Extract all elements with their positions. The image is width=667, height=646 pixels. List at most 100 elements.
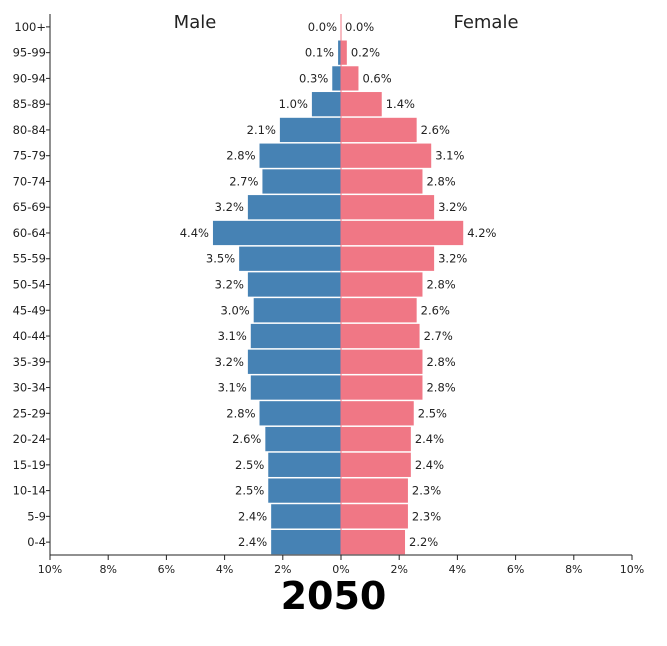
male-bar-20-24	[265, 426, 341, 452]
female-value-label-45-49: 2.6%	[421, 303, 450, 317]
male-title: Male	[174, 12, 217, 33]
male-value-label-0-4: 2.4%	[238, 535, 267, 549]
year-title: 2050	[280, 574, 387, 618]
age-label-15-19: 15-19	[13, 458, 46, 472]
x-tick-label: 0%	[332, 563, 349, 576]
male-bar-35-39	[247, 349, 341, 374]
female-bar-95-99	[341, 40, 347, 65]
female-value-label-60-64: 4.2%	[467, 226, 496, 240]
female-bar-65-69	[341, 195, 435, 220]
male-value-label-40-44: 3.1%	[218, 329, 247, 343]
male-value-label-50-54: 3.2%	[215, 278, 244, 292]
female-bar-45-49	[341, 298, 417, 323]
female-value-label-100+: 0.0%	[345, 20, 374, 34]
male-value-label-35-39: 3.2%	[215, 355, 244, 369]
female-value-label-95-99: 0.2%	[351, 46, 380, 60]
female-bar-0-4	[341, 529, 406, 555]
female-value-label-20-24: 2.4%	[415, 432, 444, 446]
age-label-95-99: 95-99	[13, 46, 46, 60]
age-label-45-49: 45-49	[13, 303, 46, 317]
age-label-10-14: 10-14	[13, 484, 46, 498]
x-tick-label: 8%	[99, 563, 116, 576]
male-value-label-55-59: 3.5%	[206, 252, 235, 266]
female-bar-70-74	[341, 169, 423, 194]
male-value-label-15-19: 2.5%	[235, 458, 264, 472]
male-value-label-5-9: 2.4%	[238, 509, 267, 523]
female-value-label-55-59: 3.2%	[438, 252, 467, 266]
male-value-label-30-34: 3.1%	[218, 381, 247, 395]
age-label-35-39: 35-39	[13, 355, 46, 369]
male-bar-25-29	[259, 401, 341, 426]
female-value-label-40-44: 2.7%	[424, 329, 453, 343]
male-bar-50-54	[247, 272, 341, 297]
male-value-label-85-89: 1.0%	[279, 97, 308, 111]
male-value-label-20-24: 2.6%	[232, 432, 261, 446]
male-bar-80-84	[279, 117, 341, 143]
female-value-label-5-9: 2.3%	[412, 509, 441, 523]
female-value-label-50-54: 2.8%	[426, 278, 455, 292]
female-value-label-10-14: 2.3%	[412, 484, 441, 498]
female-bar-25-29	[341, 401, 414, 426]
female-value-label-70-74: 2.8%	[426, 174, 455, 188]
female-value-label-85-89: 1.4%	[386, 97, 415, 111]
age-label-0-4: 0-4	[27, 535, 46, 549]
female-bar-85-89	[341, 92, 382, 117]
female-value-label-90-94: 0.6%	[362, 71, 391, 85]
x-tick-label: 6%	[507, 563, 524, 576]
male-value-label-70-74: 2.7%	[229, 174, 258, 188]
age-label-70-74: 70-74	[13, 174, 46, 188]
male-bar-95-99	[338, 40, 341, 65]
female-value-label-75-79: 3.1%	[435, 149, 464, 163]
age-label-5-9: 5-9	[27, 509, 46, 523]
female-value-label-65-69: 3.2%	[438, 200, 467, 214]
female-bar-90-94	[341, 66, 359, 91]
male-bar-15-19	[268, 452, 341, 477]
age-label-90-94: 90-94	[13, 71, 46, 85]
female-bar-50-54	[341, 272, 423, 297]
male-bar-30-34	[250, 375, 341, 400]
x-tick-label: 2%	[390, 563, 407, 576]
male-bar-75-79	[259, 143, 341, 168]
plot-area: 0.0% 0.0% 100+ 0.1% 0.2% 95-99 0.3% 0.6% 90-94 1.…	[13, 14, 644, 576]
x-tick-label: 8%	[565, 563, 582, 576]
age-label-65-69: 65-69	[13, 200, 46, 214]
age-label-20-24: 20-24	[13, 432, 46, 446]
female-bar-55-59	[341, 246, 435, 271]
female-value-label-35-39: 2.8%	[426, 355, 455, 369]
female-value-label-25-29: 2.5%	[418, 406, 447, 420]
age-label-40-44: 40-44	[13, 329, 46, 343]
female-bar-15-19	[341, 452, 411, 477]
x-tick-label: 4%	[216, 563, 233, 576]
male-value-label-65-69: 3.2%	[215, 200, 244, 214]
male-bar-85-89	[311, 92, 341, 117]
male-bar-70-74	[262, 169, 341, 194]
male-bar-55-59	[239, 246, 341, 271]
male-value-label-75-79: 2.8%	[226, 149, 255, 163]
male-bar-65-69	[247, 195, 341, 220]
age-label-60-64: 60-64	[13, 226, 46, 240]
female-bar-80-84	[341, 117, 417, 143]
age-label-55-59: 55-59	[13, 252, 46, 266]
female-value-label-15-19: 2.4%	[415, 458, 444, 472]
female-bar-10-14	[341, 478, 408, 503]
age-label-25-29: 25-29	[13, 406, 46, 420]
male-bar-45-49	[253, 298, 341, 323]
age-label-50-54: 50-54	[13, 278, 46, 292]
x-tick-label: 2%	[274, 563, 291, 576]
age-label-80-84: 80-84	[13, 123, 46, 137]
male-bar-5-9	[271, 504, 341, 529]
female-bar-40-44	[341, 323, 420, 349]
male-value-label-95-99: 0.1%	[305, 46, 334, 60]
female-bar-35-39	[341, 349, 423, 374]
male-bar-40-44	[250, 323, 341, 349]
x-tick-label: 4%	[449, 563, 466, 576]
female-value-label-80-84: 2.6%	[421, 123, 450, 137]
female-value-label-30-34: 2.8%	[426, 381, 455, 395]
female-bar-60-64	[341, 220, 464, 246]
age-label-75-79: 75-79	[13, 149, 46, 163]
x-tick-label: 10%	[38, 563, 62, 576]
age-label-30-34: 30-34	[13, 381, 46, 395]
female-bar-75-79	[341, 143, 432, 168]
male-bar-90-94	[332, 66, 341, 91]
